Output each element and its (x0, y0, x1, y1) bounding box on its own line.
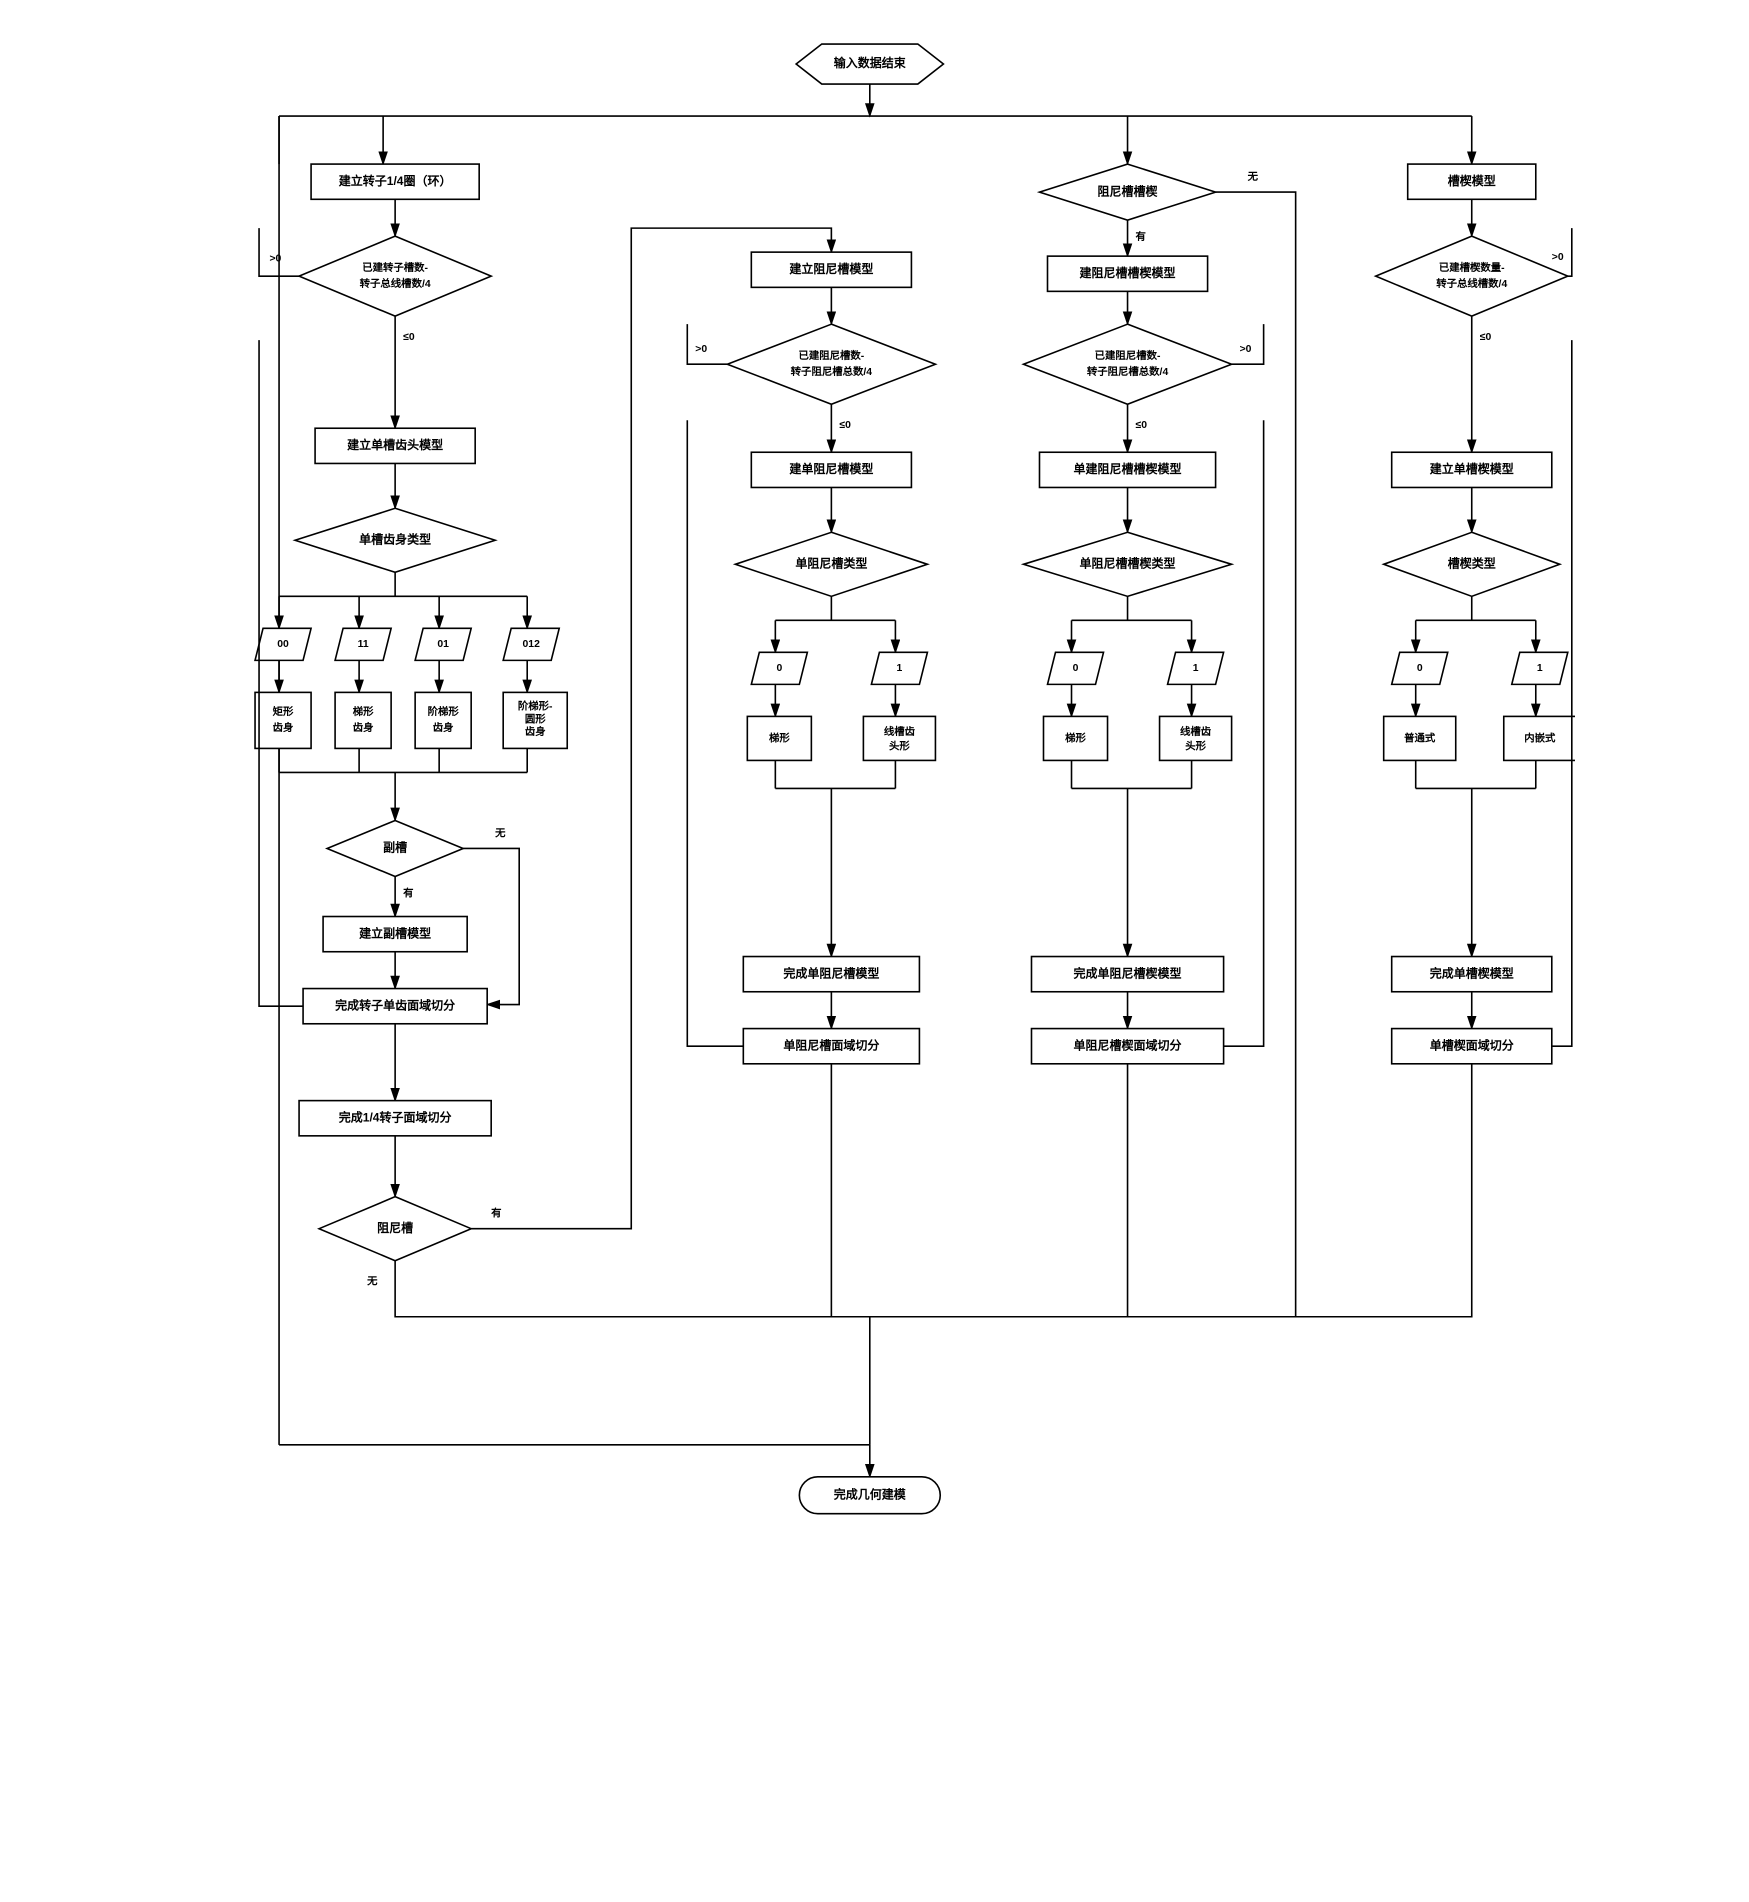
c3-p2: 单建阻尼槽槽楔模型 (1073, 461, 1181, 476)
svg-text:头形: 头形 (889, 740, 910, 753)
c2-d2: 单阻尼槽类型 (795, 555, 867, 570)
svg-text:11: 11 (357, 639, 368, 650)
c1-p1: 建立转子1/4圈（环） (337, 173, 451, 188)
svg-text:有: 有 (403, 887, 413, 900)
c1-le0: ≤0 (403, 332, 415, 343)
svg-text:已建阻尼槽数-: 已建阻尼槽数- (798, 349, 864, 362)
svg-text:齿身: 齿身 (432, 721, 453, 734)
svg-text:012: 012 (522, 639, 540, 650)
svg-text:1: 1 (896, 663, 902, 674)
svg-text:内嵌式: 内嵌式 (1524, 732, 1556, 745)
svg-text:1: 1 (1192, 663, 1198, 674)
c1-d4: 阻尼槽 (377, 1220, 413, 1235)
svg-text:≤0: ≤0 (1135, 420, 1147, 431)
c1-p3: 建立副槽模型 (358, 925, 431, 940)
svg-text:>0: >0 (1551, 252, 1563, 263)
end-node: 完成几何建模 (799, 1477, 940, 1514)
c2-p3: 完成单阻尼槽模型 (783, 965, 879, 980)
c1-d1a: 已建转子槽数- (362, 261, 428, 274)
svg-text:有: 有 (1135, 230, 1145, 243)
svg-text:无: 无 (366, 1276, 378, 1288)
c1-gt0: >0 (269, 254, 281, 265)
c2-p4: 单阻尼槽面域切分 (783, 1037, 879, 1052)
c1-d2: 单槽齿身类型 (359, 531, 431, 546)
svg-text:无: 无 (494, 827, 506, 839)
c3-d2: 单阻尼槽槽楔类型 (1079, 555, 1175, 570)
svg-text:无: 无 (1246, 171, 1258, 183)
c2-p2: 建单阻尼槽模型 (788, 461, 873, 476)
c1-s0a: 矩形 (271, 705, 293, 718)
svg-text:梯形: 梯形 (768, 732, 789, 745)
c4-p2: 建立单槽楔模型 (1428, 461, 1513, 476)
c3-p0: 建阻尼槽槽楔模型 (1078, 265, 1175, 280)
svg-text:转子阻尼槽总数/4: 转子阻尼槽总数/4 (1086, 365, 1168, 378)
c1-s0b: 齿身 (272, 721, 293, 734)
svg-text:0: 0 (1072, 663, 1078, 674)
svg-text:头形: 头形 (1185, 740, 1206, 753)
svg-text:梯形: 梯形 (1065, 732, 1086, 745)
svg-text:已建槽楔数量-: 已建槽楔数量- (1438, 261, 1504, 274)
c4-d2: 槽楔类型 (1447, 555, 1495, 570)
svg-text:阶梯形-: 阶梯形- (517, 700, 552, 713)
svg-text:梯形: 梯形 (352, 705, 373, 718)
c3-d0: 阻尼槽槽楔 (1097, 183, 1158, 198)
c1-p4: 完成转子单齿面域切分 (335, 997, 455, 1012)
svg-text:转子阻尼槽总数/4: 转子阻尼槽总数/4 (790, 365, 872, 378)
svg-text:≤0: ≤0 (1479, 332, 1491, 343)
svg-text:普通式: 普通式 (1404, 732, 1436, 745)
svg-text:齿身: 齿身 (524, 725, 545, 738)
c1-p5: 完成1/4转子面域切分 (338, 1109, 451, 1124)
svg-text:≤0: ≤0 (839, 420, 851, 431)
svg-text:圆形: 圆形 (524, 713, 545, 725)
start-label: 输入数据结束 (833, 55, 906, 70)
flowchart: 输入数据结束 建立转子1/4圈（环） 已建转子槽数- 转子总线槽数/4 ≤0 >… (175, 20, 1575, 1542)
svg-text:线槽齿: 线槽齿 (1179, 725, 1211, 738)
c2-p1: 建立阻尼槽模型 (788, 261, 873, 276)
svg-text:>0: >0 (1239, 344, 1251, 355)
c1-d3: 副槽 (383, 840, 407, 855)
c1-p2: 建立单槽齿头模型 (346, 437, 443, 452)
svg-text:齿身: 齿身 (352, 721, 373, 734)
svg-text:已建阻尼槽数-: 已建阻尼槽数- (1094, 349, 1160, 362)
svg-text:转子总线槽数/4: 转子总线槽数/4 (1436, 277, 1507, 290)
c4-p4: 单槽楔面域切分 (1429, 1037, 1513, 1052)
svg-text:0: 0 (1416, 663, 1422, 674)
svg-text:有: 有 (491, 1207, 501, 1220)
svg-text:>0: >0 (695, 344, 707, 355)
col2: 建立阻尼槽模型 已建阻尼槽数- 转子阻尼槽总数/4 ≤0 >0 建单阻尼槽模型 … (687, 252, 935, 1317)
start-node: 输入数据结束 (796, 44, 943, 84)
c3-p4: 单阻尼槽楔面域切分 (1073, 1037, 1181, 1052)
c4-p3: 完成单槽楔模型 (1429, 965, 1513, 980)
c1-d1b: 转子总线槽数/4 (359, 277, 430, 290)
svg-text:线槽齿: 线槽齿 (883, 725, 915, 738)
c4-p0: 槽楔模型 (1447, 173, 1495, 188)
c3-p3: 完成单阻尼槽楔模型 (1073, 965, 1181, 980)
svg-text:1: 1 (1536, 663, 1542, 674)
svg-text:00: 00 (277, 639, 289, 650)
svg-text:阶梯形: 阶梯形 (427, 705, 459, 718)
end-label: 完成几何建模 (833, 1486, 906, 1501)
svg-text:0: 0 (776, 663, 782, 674)
svg-text:01: 01 (437, 639, 449, 650)
